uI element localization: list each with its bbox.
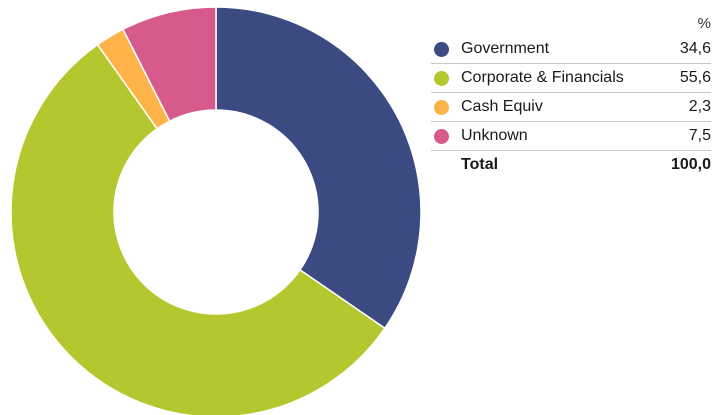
swatch-icon: [434, 41, 449, 57]
swatch-icon: [434, 99, 449, 115]
legend-label: Government: [461, 40, 550, 57]
legend-value: 55,6: [679, 69, 711, 86]
legend-table: % Government 34,6 Corporate & Financials…: [431, 11, 711, 179]
legend-label: Unknown: [461, 127, 528, 144]
legend-row-government: Government 34,6: [431, 35, 711, 64]
legend-label: Corporate & Financials: [461, 69, 624, 86]
donut-slice-government: [215, 6, 422, 330]
legend-value: 7,5: [688, 127, 711, 144]
legend-row-cash: Cash Equiv 2,3: [431, 93, 711, 122]
legend-value: 34,6: [679, 40, 711, 57]
legend-row-unknown: Unknown 7,5: [431, 122, 711, 151]
swatch-icon: [434, 128, 449, 144]
legend-label: Cash Equiv: [461, 98, 543, 115]
legend-row-corporate: Corporate & Financials 55,6: [431, 64, 711, 93]
value-header: %: [697, 14, 711, 32]
legend-row-total: Total 100,0: [431, 151, 711, 179]
total-label: Total: [461, 156, 499, 173]
donut-slice-unknown: [121, 6, 217, 123]
donut-slice-corporate-financials: [10, 43, 386, 415]
total-value: 100,0: [670, 156, 711, 173]
legend-header: %: [431, 11, 711, 35]
legend-value: 2,3: [688, 98, 711, 115]
donut-chart: [10, 6, 422, 415]
swatch-icon: [434, 70, 449, 86]
